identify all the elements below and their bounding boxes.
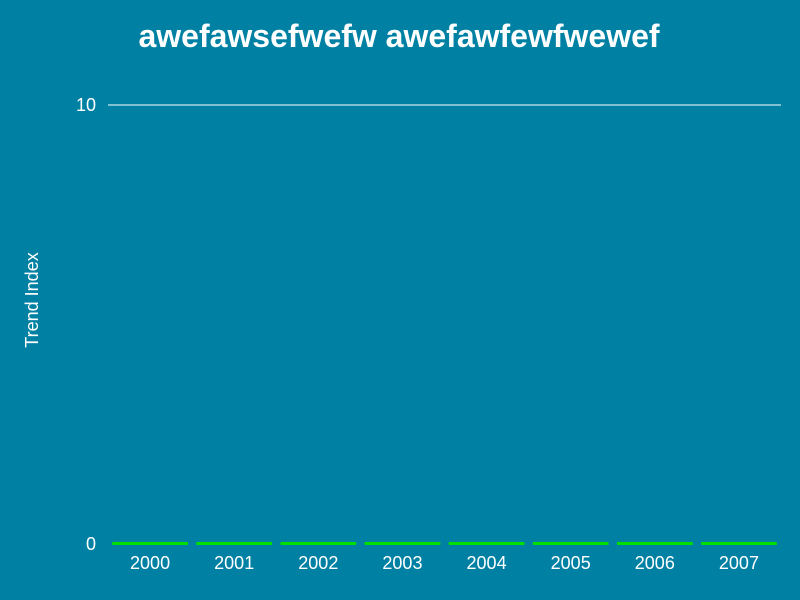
- y-tick-label-10: 10: [76, 95, 96, 115]
- x-tick-label-2002: 2002: [298, 553, 338, 573]
- x-tick-label-2004: 2004: [467, 553, 507, 573]
- bar-2006: [616, 542, 693, 545]
- bar-2002: [280, 542, 357, 545]
- x-tick-label-2000: 2000: [130, 553, 170, 573]
- bar-2004: [448, 542, 525, 545]
- x-tick-label-2006: 2006: [635, 553, 675, 573]
- y-tick-label-0: 0: [86, 534, 96, 554]
- bar-2005: [532, 542, 609, 545]
- bar-2003: [364, 542, 441, 545]
- bar-2007: [701, 542, 777, 545]
- x-tick-label-2003: 2003: [382, 553, 422, 573]
- bar-2001: [196, 542, 273, 545]
- chart-title: awefawsefwefw awefawfewfwewef: [138, 18, 659, 54]
- x-tick-label-2007: 2007: [719, 553, 759, 573]
- x-axis-ticks: 2000 2001 2002 2003 2004 2005 2006 2007: [130, 553, 759, 573]
- x-tick-label-2001: 2001: [214, 553, 254, 573]
- bar-2000: [112, 542, 188, 545]
- bars: [112, 542, 777, 545]
- x-tick-label-2005: 2005: [551, 553, 591, 573]
- y-axis-ticks: 0 10: [76, 95, 96, 554]
- y-axis-label: Trend Index: [22, 252, 42, 347]
